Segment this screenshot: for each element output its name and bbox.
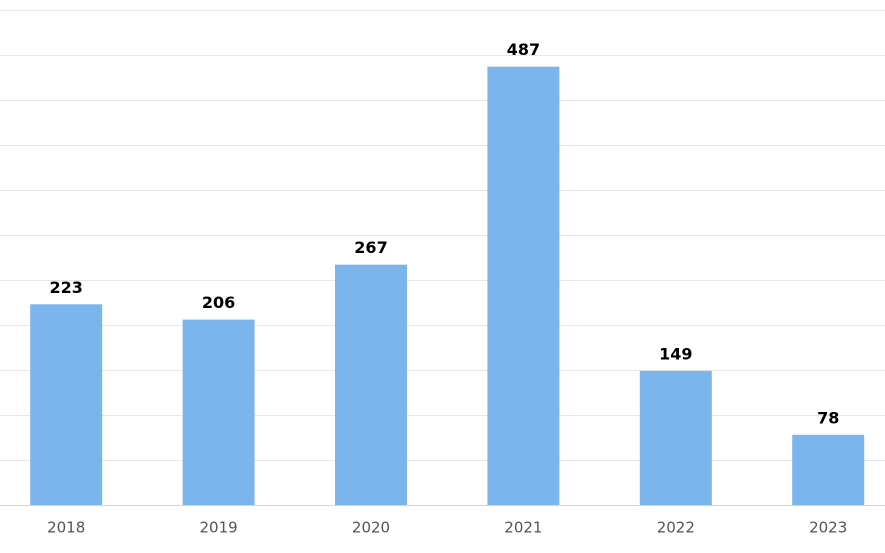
data-label: 487 xyxy=(507,40,540,59)
x-tick-label: 2018 xyxy=(47,519,85,537)
x-tick-label: 2023 xyxy=(809,519,847,537)
bar xyxy=(30,304,103,505)
data-label: 206 xyxy=(202,293,235,312)
bar xyxy=(639,370,712,505)
data-label: 78 xyxy=(817,408,839,427)
data-label: 223 xyxy=(49,278,82,297)
bar xyxy=(335,264,407,505)
x-tick-label: 2020 xyxy=(352,519,390,537)
x-tick-label: 2019 xyxy=(200,519,238,537)
bar xyxy=(182,319,255,505)
data-label: 267 xyxy=(354,238,387,257)
bar xyxy=(792,434,865,505)
bar xyxy=(487,66,560,505)
x-tick-label: 2022 xyxy=(657,519,695,537)
x-tick-label: 2021 xyxy=(504,519,542,537)
data-label: 149 xyxy=(659,344,692,363)
